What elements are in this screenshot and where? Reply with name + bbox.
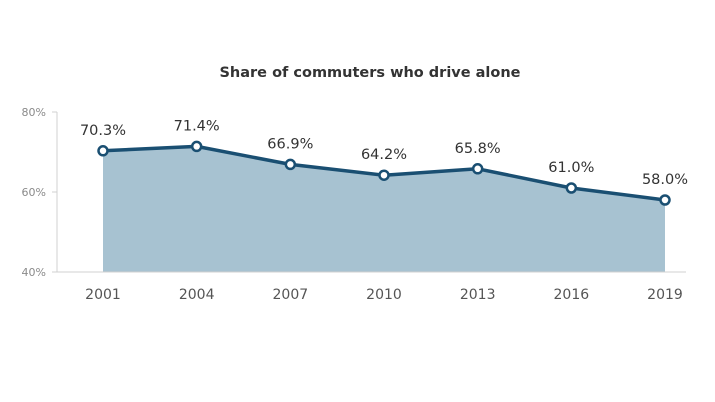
data-point-marker xyxy=(378,169,390,181)
y-tick-label: 60% xyxy=(22,186,46,199)
x-tick-label: 2004 xyxy=(179,287,215,303)
data-point-marker xyxy=(471,163,484,175)
y-tick-label: 40% xyxy=(22,266,46,279)
data-point-marker xyxy=(284,158,297,171)
data-label: 61.0% xyxy=(548,160,594,176)
data-label: 66.9% xyxy=(267,136,313,152)
y-tick-label: 80% xyxy=(22,106,46,119)
x-tick-label: 2010 xyxy=(366,287,402,303)
x-tick-label: 2013 xyxy=(460,287,496,303)
series-area xyxy=(103,146,665,272)
data-labels: 70.3% 71.4% 66.9% 64.2% 65.8% 61.0% 58.0% xyxy=(80,118,688,188)
data-point-marker xyxy=(659,194,671,206)
x-tick-label: 2019 xyxy=(647,287,683,303)
data-label: 58.0% xyxy=(642,172,688,188)
data-label: 65.8% xyxy=(455,141,501,157)
data-markers xyxy=(97,140,671,206)
x-axis-ticks: 2001 2004 2007 2010 2013 2016 2019 xyxy=(85,287,683,303)
x-tick-label: 2007 xyxy=(273,287,309,303)
chart-title: Share of commuters who drive alone xyxy=(219,65,520,81)
data-label: 71.4% xyxy=(174,118,220,134)
data-label: 70.3% xyxy=(80,123,126,139)
data-point-marker xyxy=(565,182,578,194)
data-label: 64.2% xyxy=(361,147,407,163)
data-point-marker xyxy=(97,145,109,157)
y-axis: 80% 60% 40% xyxy=(22,106,58,279)
x-tick-label: 2001 xyxy=(85,287,121,303)
area-fill-group xyxy=(103,146,665,272)
data-point-marker xyxy=(190,140,203,153)
x-tick-label: 2016 xyxy=(554,287,590,303)
